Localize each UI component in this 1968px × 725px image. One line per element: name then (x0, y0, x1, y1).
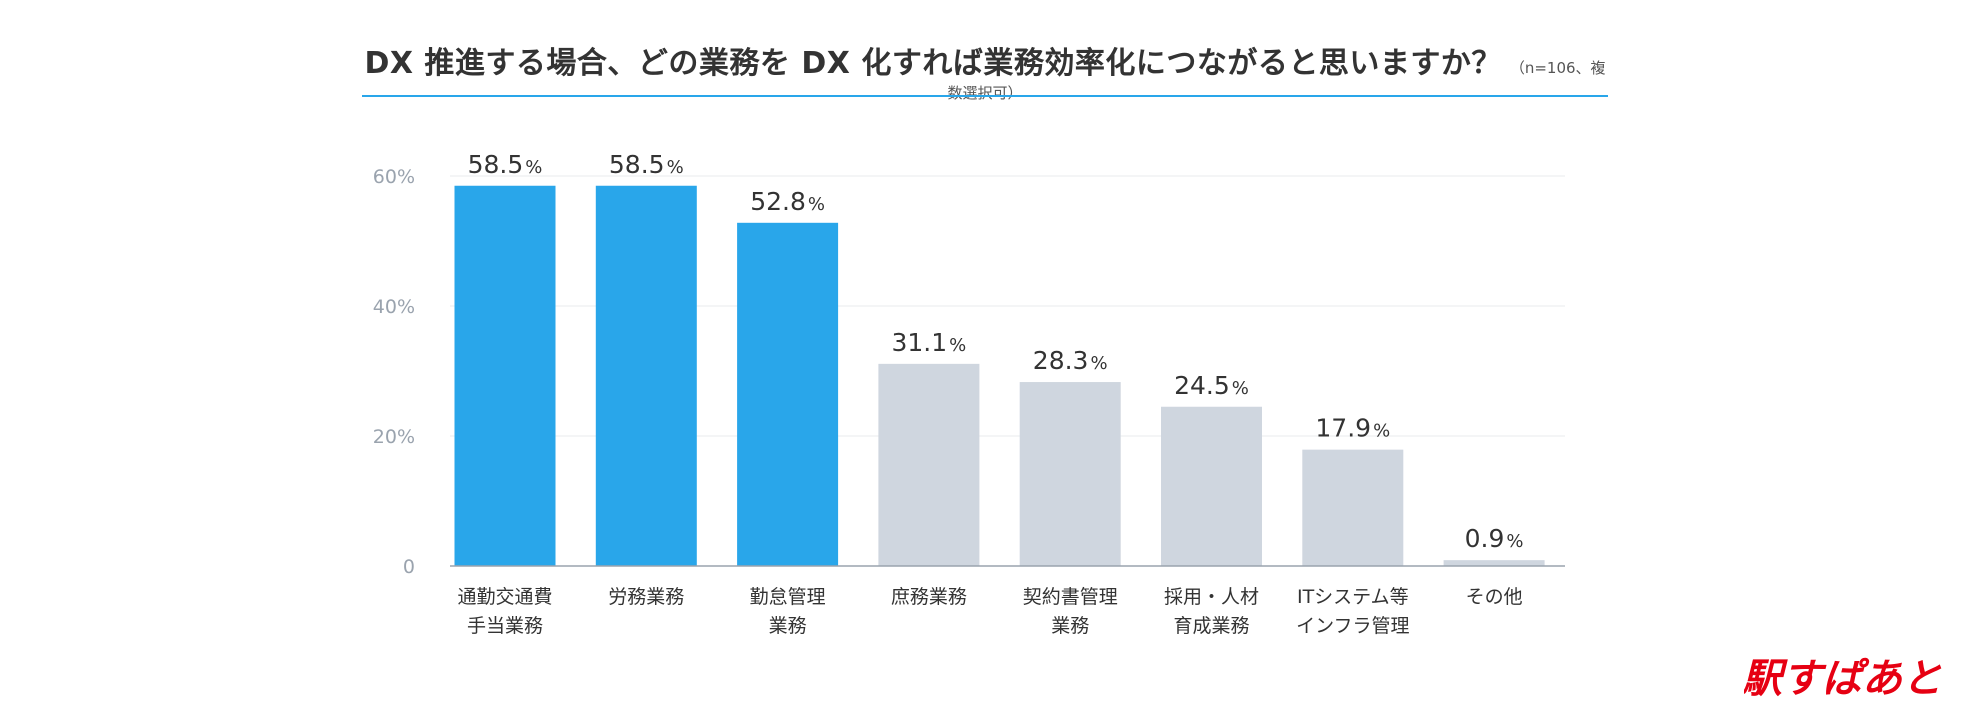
bar (595, 185, 697, 566)
bar-value-label: 24.5% (1174, 371, 1249, 400)
bar-value-label: 28.3% (1033, 346, 1108, 375)
y-tick-label: 40% (373, 296, 415, 318)
y-tick-label: 0 (403, 556, 415, 578)
bar (1443, 560, 1545, 566)
x-category-label: 庶務業務 (891, 586, 967, 608)
x-category-label: 通勤交通費 (457, 586, 552, 608)
bar-value-label: 58.5% (468, 150, 543, 179)
bar (1019, 382, 1121, 566)
x-category-label: 業務 (1051, 615, 1089, 637)
bar (878, 363, 980, 566)
x-category-label: 勤怠管理 (750, 586, 826, 608)
chart-title-block: DX 推進する場合、どの業務を DX 化すれば業務効率化につながると思いますか？… (362, 38, 1608, 103)
x-category-label: インフラ管理 (1296, 615, 1409, 637)
bar (1161, 406, 1262, 566)
brand-logo-text: 駅すぱあと (1744, 657, 1942, 701)
bar-value-label: 17.9% (1315, 414, 1390, 443)
bar (454, 185, 556, 566)
y-tick-label: 20% (373, 426, 415, 448)
x-category-label: 育成業務 (1173, 615, 1249, 637)
x-category-label: 契約書管理 (1023, 586, 1118, 608)
bar-value-label: 52.8% (750, 187, 825, 216)
brand-logo: 駅すぱあと (1744, 657, 1942, 701)
x-category-label: 業務 (769, 615, 807, 637)
bar (1302, 449, 1404, 566)
y-tick-label: 60% (373, 166, 415, 188)
bar-value-label: 58.5% (609, 150, 684, 179)
x-category-label: 採用・人材 (1164, 586, 1259, 608)
chart-subtitle: （n=106、複数選択可） (947, 59, 1606, 102)
bar (737, 222, 839, 567)
x-category-label: ITシステム等 (1297, 586, 1409, 608)
x-category-label: その他 (1466, 586, 1523, 608)
bar-value-label: 0.9% (1465, 524, 1524, 553)
bar-value-label: 31.1% (892, 328, 967, 357)
x-category-label: 労務業務 (608, 586, 684, 608)
x-category-label: 手当業務 (467, 615, 543, 637)
chart-title: DX 推進する場合、どの業務を DX 化すれば業務効率化につながると思いますか？ (364, 46, 1502, 81)
title-underline (362, 95, 1608, 97)
